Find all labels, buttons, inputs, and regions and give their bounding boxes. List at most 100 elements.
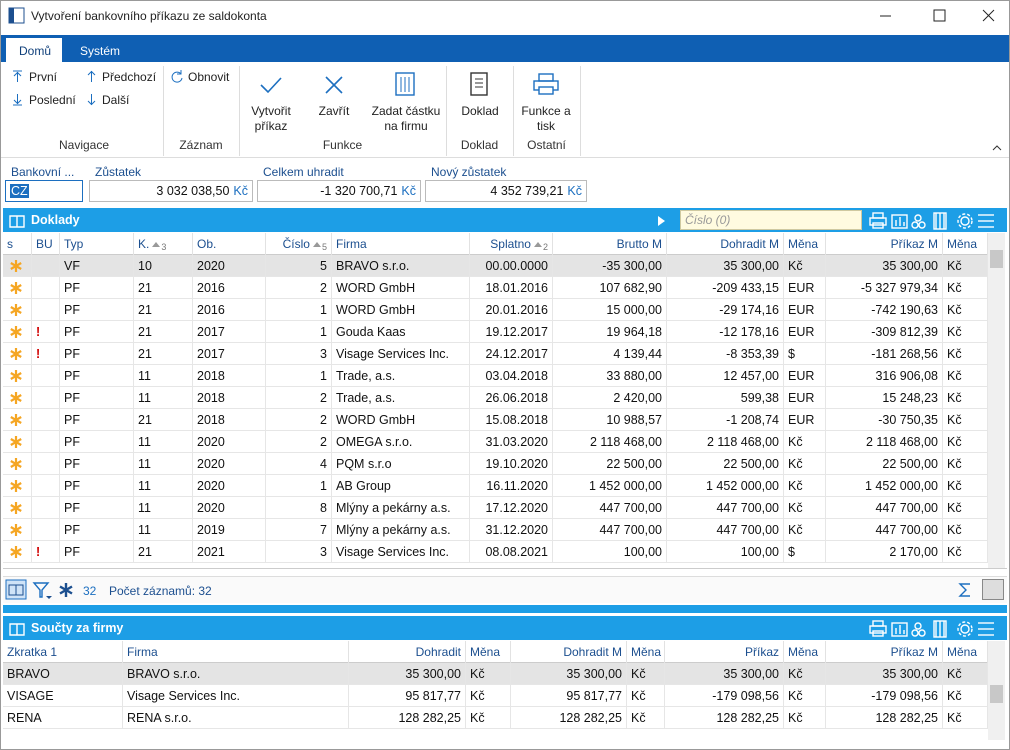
sort-arrow <box>533 241 542 247</box>
column-header[interactable]: Číslo 5 <box>266 233 332 255</box>
scroll-thumb[interactable] <box>990 685 1003 703</box>
splitter[interactable] <box>3 605 1007 613</box>
header-row <box>3 233 988 255</box>
column-label: Měna <box>788 645 819 659</box>
column-header[interactable]: Měna <box>784 641 826 663</box>
table-cell: 3 <box>266 541 332 563</box>
column-header[interactable]: Typ <box>60 233 134 255</box>
button[interactable]: Funkce a tisk <box>521 104 571 133</box>
table-row[interactable] <box>3 343 988 365</box>
collapse-ribbon[interactable] <box>992 144 1002 152</box>
sort-arrow <box>312 241 321 247</box>
column-header[interactable]: BU <box>32 233 60 255</box>
column-header[interactable]: Dohradit M <box>511 641 627 663</box>
button[interactable]: Zavřít <box>318 104 350 118</box>
column-header[interactable]: Ob. <box>193 233 266 255</box>
table-cell: 10 <box>134 255 193 277</box>
sum-icon[interactable] <box>958 582 978 602</box>
table-row[interactable] <box>3 497 988 519</box>
status-icon <box>10 370 22 382</box>
window-controls[interactable] <box>880 8 1000 24</box>
column-header[interactable]: Zkratka 1 <box>3 641 123 663</box>
scroll-thumb[interactable] <box>990 250 1003 268</box>
button[interactable]: Vytvořit příkaz <box>251 104 291 133</box>
table-cell: -5 327 979,34 <box>826 277 943 299</box>
column-header[interactable]: Firma <box>123 641 349 663</box>
button[interactable]: Další <box>102 93 130 107</box>
column-header[interactable]: Měna <box>943 233 988 255</box>
table-row[interactable] <box>3 255 988 277</box>
field-box[interactable]: 4 352 739,21 Kč <box>425 180 587 202</box>
button[interactable]: Předchozí <box>102 70 157 84</box>
table-cell: 19.10.2020 <box>470 453 553 475</box>
table-row[interactable] <box>3 431 988 453</box>
toolbar-icons[interactable] <box>868 620 994 640</box>
star-icon[interactable] <box>59 583 79 603</box>
table-cell: 1 452 000,00 <box>826 475 943 497</box>
table-row[interactable] <box>3 663 988 685</box>
tab-bar <box>0 35 1010 62</box>
separator <box>446 66 447 156</box>
table-cell: 95 817,77 <box>349 685 466 707</box>
table-cell: 2019 <box>193 519 266 541</box>
filter-icon[interactable] <box>32 582 53 602</box>
table-row[interactable] <box>3 685 988 707</box>
column-label: Dohradit <box>415 645 461 659</box>
table-cell: 2 170,00 <box>826 541 943 563</box>
table-row[interactable] <box>3 299 988 321</box>
toolbar-icons[interactable] <box>868 212 994 232</box>
table-row[interactable] <box>3 519 988 541</box>
button[interactable]: Zadat částku na firmu <box>371 104 441 133</box>
column-header[interactable]: s <box>3 233 32 255</box>
table-row[interactable] <box>3 475 988 497</box>
table-row[interactable] <box>3 707 988 729</box>
column-label: Dohradit M <box>563 645 622 659</box>
column-header[interactable]: Brutto M <box>553 233 667 255</box>
table-cell: Kč <box>943 707 988 729</box>
column-header[interactable]: Měna <box>466 641 511 663</box>
column-header[interactable]: Firma <box>332 233 470 255</box>
column-header[interactable]: Příkaz M <box>826 641 943 663</box>
table-row[interactable] <box>3 387 988 409</box>
field-box[interactable]: CZ <box>5 180 83 202</box>
column-header[interactable]: Dohradit <box>349 641 466 663</box>
table-row[interactable] <box>3 277 988 299</box>
table-cell: PF <box>60 321 134 343</box>
column-header[interactable]: Příkaz M <box>826 233 943 255</box>
table-cell: Trade, a.s. <box>332 387 470 409</box>
footer-book[interactable] <box>5 579 27 600</box>
button[interactable]: Poslední <box>29 93 76 107</box>
table-cell: Kč <box>943 299 988 321</box>
footer-box[interactable] <box>982 579 1004 600</box>
button[interactable]: První <box>29 70 58 84</box>
table-cell: 1 <box>266 299 332 321</box>
table-cell: Kč <box>784 497 826 519</box>
table-cell: 447 700,00 <box>667 497 784 519</box>
column-header[interactable]: Měna <box>943 641 988 663</box>
field-box[interactable]: -1 320 700,71 Kč <box>257 180 421 202</box>
column-header[interactable]: Dohradit M <box>667 233 784 255</box>
column-header[interactable]: Měna <box>627 641 665 663</box>
table-row[interactable] <box>3 365 988 387</box>
table-row[interactable] <box>3 409 988 431</box>
tab-active <box>6 38 62 63</box>
tab[interactable]: Systém <box>80 44 121 58</box>
field-box[interactable]: 3 032 038,50 Kč <box>89 180 253 202</box>
column-header[interactable]: Příkaz <box>665 641 784 663</box>
search-box[interactable]: Číslo (0) <box>680 210 862 230</box>
button[interactable]: Doklad <box>461 104 499 118</box>
expand-icon[interactable] <box>657 215 677 235</box>
column-header[interactable]: Splatno 2 <box>470 233 553 255</box>
table-row[interactable] <box>3 321 988 343</box>
table-cell <box>3 497 32 519</box>
table-cell: 11 <box>134 365 193 387</box>
column-header[interactable]: K. 3 <box>134 233 193 255</box>
button[interactable]: Obnovit <box>188 70 230 84</box>
table-cell <box>32 299 60 321</box>
tab[interactable]: Domů <box>19 44 52 58</box>
table-cell: BRAVO <box>3 663 123 685</box>
column-label: Ob. <box>197 237 217 251</box>
table-row[interactable] <box>3 453 988 475</box>
table-row[interactable] <box>3 541 988 563</box>
column-header[interactable]: Měna <box>784 233 826 255</box>
